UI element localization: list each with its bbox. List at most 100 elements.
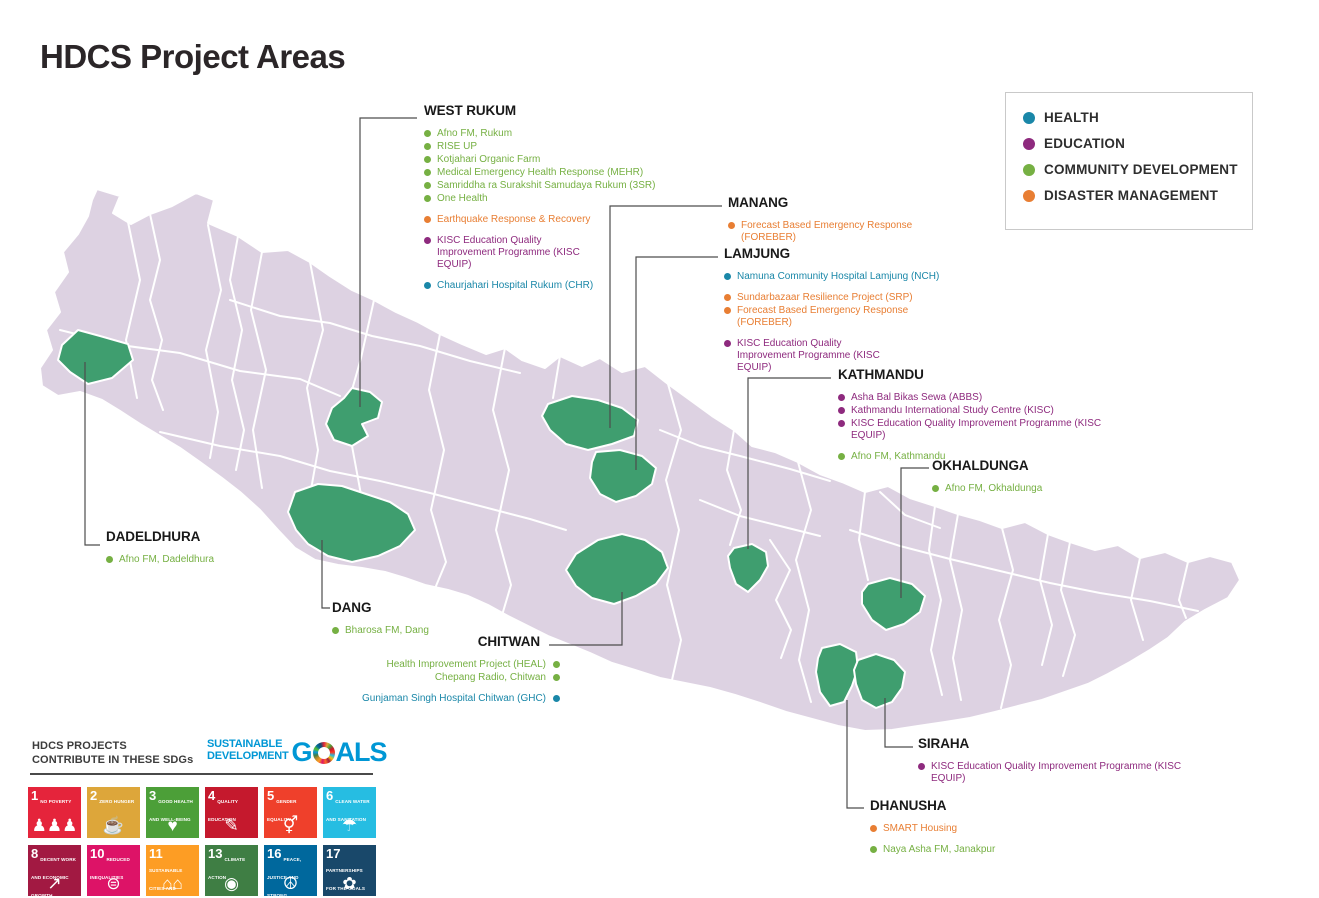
sdg-number: 8 [31,846,39,861]
sdg-tile-17: 17 PARTNERSHIPS FOR THE GOALS ✿ [323,845,376,896]
sdg-title: GOOD HEALTH AND WELL-BEING [149,799,193,822]
project-item: Asha Bal Bikas Sewa (ABBS) [838,392,1128,404]
category-dot [918,763,925,770]
project-label: Chaurjahari Hospital Rukum (CHR) [437,280,594,291]
district-block-dang: DANG Bharosa FM, Dang [332,600,492,638]
category-dot [838,394,845,401]
category-dot [424,237,431,244]
climate-action-icon: ◉ [224,874,239,893]
project-label: Afno FM, Rukum [437,128,513,139]
project-label: Afno FM, Kathmandu [851,451,946,462]
district-shape-siraha [853,653,906,709]
project-label: One Health [437,193,488,204]
project-label: Gunjaman Singh Hospital Chitwan (GHC) [362,693,546,704]
district-label: CHITWAN [477,634,540,649]
project-item: Chepang Radio, Chitwan [298,672,560,684]
district-label: SIRAHA [918,736,970,751]
sdg-title: QUALITY EDUCATION [208,799,239,822]
district-shape-okhaldunga [861,577,926,631]
category-dot [424,216,431,223]
leader-dang [321,540,330,609]
sdg-title: DECENT WORK AND ECONOMIC GROWTH [31,857,77,896]
sdg-tile-5: 5 GENDER EQUALITY ⚥ [264,787,317,838]
legend-label: HEALTH [1044,110,1099,125]
legend-item-disaster-management: DISASTER MANAGEMENT [1023,188,1252,203]
project-item: Gunjaman Singh Hospital Chitwan (GHC) [298,693,560,705]
category-dot [838,407,845,414]
category-dot [553,674,560,681]
project-label: Namuna Community Hospital Lamjung (NCH) [737,271,940,282]
district-block-okhaldunga: OKHALDUNGA Afno FM, Okhaldunga [932,458,1132,496]
peace-justice-icon: ☮ [282,874,299,893]
community-development-dot-icon [1023,163,1035,176]
sdg-title: PEACE, JUSTICE AND STRONG INSTITUTIONS [267,857,302,896]
legend-item-education: EDUCATION [1023,136,1252,151]
district-block-siraha: SIRAHA KISC Education Quality Improvemen… [918,736,1218,786]
project-item: Chaurjahari Hospital Rukum (CHR) [424,280,659,292]
district-label: OKHALDUNGA [932,458,1029,473]
legend-item-health: HEALTH [1023,110,1252,125]
leader-lamjung [635,256,718,470]
project-item: Forecast Based Emergency Response (FOREB… [724,305,964,329]
project-label: KISC Education Quality Improvement Progr… [737,338,880,373]
sdg-tile-1: 1 NO POVERTY ♟♟♟ [28,787,81,838]
district-shape-manang [541,395,639,451]
district-block-kathmandu: KATHMANDU Asha Bal Bikas Sewa (ABBS) Kat… [838,367,1128,464]
highlighted-districts [57,329,926,709]
category-dot [870,825,877,832]
category-dot [424,130,431,137]
category-dot [424,169,431,176]
project-item: Health Improvement Project (HEAL) [298,659,560,671]
sdg-logo-line2: DEVELOPMENT [207,749,289,762]
district-shape-dang [287,483,416,563]
category-dot [724,273,731,280]
district-label: DHANUSHA [870,798,947,813]
district-shape-west-rukum [325,387,383,447]
district-shape-chitwan [565,533,669,605]
category-dot [932,485,939,492]
district-label: WEST RUKUM [424,103,516,118]
district-block-manang: MANANG Forecast Based Emergency Response… [728,195,968,245]
sdg-number: 6 [326,788,334,803]
category-dot [838,420,845,427]
sdg-goals-word: G ALS [291,737,388,767]
project-label: RISE UP [437,141,478,152]
zero-hunger-icon: ☕ [102,816,125,835]
sdg-number: 3 [149,788,157,803]
sdg-logo-words: SUSTAINABLE DEVELOPMENT [207,738,289,762]
district-label: KATHMANDU [838,367,924,382]
sdg-number: 17 [326,846,341,861]
sdg-logo-line1: SUSTAINABLE [207,738,283,750]
project-label: Forecast Based Emergency Response (FOREB… [737,305,909,328]
project-item: Namuna Community Hospital Lamjung (NCH) [724,271,964,283]
sdg-heading-line1: HDCS PROJECTS [32,740,127,752]
sdg-title: ZERO HUNGER [99,799,135,804]
leader-dadeldhura [84,362,100,546]
sdg-title: CLIMATE ACTION [208,857,246,880]
project-label: KISC Education Quality Improvement Progr… [931,761,1182,784]
project-label: Bharosa FM, Dang [345,625,429,636]
category-dot [553,661,560,668]
project-item: Samriddha ra Surakshit Samudaya Rukum (3… [424,180,659,192]
project-item: Forecast Based Emergency Response (FOREB… [728,220,968,244]
category-dot [724,294,731,301]
sdg-tile-grid: 1 NO POVERTY ♟♟♟ 2 ZERO HUNGER ☕ 3 GOOD HEALT… [28,787,376,896]
project-item: Afno FM, Okhaldunga [932,483,1132,495]
sdg-tile-4: 4 QUALITY EDUCATION ✎ [205,787,258,838]
sdg-tile-11: 11 SUSTAINABLE CITIES AND COMMUNITIES⌂⌂ [146,845,199,896]
project-label: Afno FM, Dadeldhura [119,554,215,565]
project-item: KISC Education Quality Improvement Progr… [918,761,1218,785]
sdg-number: 2 [90,788,98,803]
sdg-number: 11 [149,846,163,861]
sdg-title: NO POVERTY [40,799,72,804]
sdg-number: 4 [208,788,216,803]
project-label: Health Improvement Project (HEAL) [386,659,546,670]
category-dot [424,156,431,163]
sdg-number: 5 [267,788,275,803]
goals-g: G [291,737,313,767]
project-label: Kotjahari Organic Farm [437,154,541,165]
sdg-heading-line2: CONTRIBUTE IN THESE SDGs [32,754,194,766]
leader-dhanusha [846,700,864,809]
sdg-tile-8: 8 DECENT WORK AND ECONOMIC GROWTH ↗ [28,845,81,896]
